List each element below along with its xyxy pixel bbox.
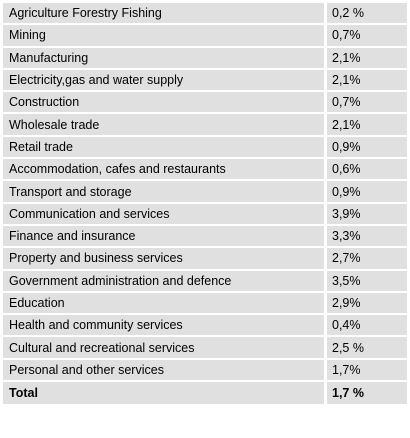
table-row: Government administration and defence 3,…: [3, 270, 407, 293]
table-row: Finance and insurance 3,3%: [3, 225, 407, 249]
sector-cell: Finance and insurance: [3, 225, 324, 249]
value-cell: 2,1%: [324, 114, 407, 137]
value-cell: 0,7%: [324, 92, 407, 115]
table-row: Education 2,9%: [3, 292, 407, 316]
sector-cell: Education: [3, 292, 324, 316]
table-row: Manufacturing 2,1%: [3, 47, 407, 70]
value-cell: 0,6%: [324, 159, 407, 182]
sector-cell: Transport and storage: [3, 181, 324, 204]
sector-cell: Construction: [3, 92, 324, 115]
value-cell: 2,5 %: [324, 337, 407, 360]
value-cell: 2,1%: [324, 69, 407, 93]
table-row: Personal and other services 1,7%: [3, 359, 407, 383]
sector-cell: Property and business services: [3, 248, 324, 271]
value-cell: 0,9%: [324, 181, 407, 204]
table-row: Cultural and recreational services 2,5 %: [3, 337, 407, 360]
value-cell: 3,3%: [324, 225, 407, 249]
sector-cell: Cultural and recreational services: [3, 337, 324, 360]
total-row: Total 1,7 %: [3, 382, 407, 405]
sector-cell: Wholesale trade: [3, 114, 324, 137]
table-row: Mining 0,7%: [3, 25, 407, 48]
value-cell: 2,9%: [324, 292, 407, 316]
table-row: Agriculture Forestry Fishing 0,2 %: [3, 3, 407, 26]
sector-cell: Electricity,gas and water supply: [3, 69, 324, 93]
sector-cell: Agriculture Forestry Fishing: [3, 3, 324, 26]
value-cell: 0,2 %: [324, 3, 407, 26]
value-cell: 3,9%: [324, 203, 407, 226]
value-cell: 2,1%: [324, 47, 407, 70]
total-label: Total: [3, 382, 324, 405]
value-cell: 1,7%: [324, 359, 407, 383]
value-cell: 3,5%: [324, 270, 407, 293]
value-cell: 0,4%: [324, 315, 407, 338]
sector-cell: Communication and services: [3, 203, 324, 226]
value-cell: 2,7%: [324, 248, 407, 271]
sector-cell: Accommodation, cafes and restaurants: [3, 159, 324, 182]
table-body: Agriculture Forestry Fishing 0,2 % Minin…: [3, 3, 407, 405]
sector-value-table: Agriculture Forestry Fishing 0,2 % Minin…: [3, 3, 407, 405]
table-row: Health and community services 0,4%: [3, 315, 407, 338]
table-row: Accommodation, cafes and restaurants 0,6…: [3, 159, 407, 182]
sector-cell: Government administration and defence: [3, 270, 324, 293]
table-row: Electricity,gas and water supply 2,1%: [3, 69, 407, 93]
sector-cell: Health and community services: [3, 315, 324, 338]
table-row: Property and business services 2,7%: [3, 248, 407, 271]
value-cell: 0,9%: [324, 136, 407, 160]
sector-cell: Mining: [3, 25, 324, 48]
total-value: 1,7 %: [324, 382, 407, 405]
table-row: Retail trade 0,9%: [3, 136, 407, 160]
table-row: Construction 0,7%: [3, 92, 407, 115]
table-row: Communication and services 3,9%: [3, 203, 407, 226]
table-row: Wholesale trade 2,1%: [3, 114, 407, 137]
value-cell: 0,7%: [324, 25, 407, 48]
sector-cell: Manufacturing: [3, 47, 324, 70]
sector-cell: Retail trade: [3, 136, 324, 160]
table-row: Transport and storage 0,9%: [3, 181, 407, 204]
sector-cell: Personal and other services: [3, 359, 324, 383]
